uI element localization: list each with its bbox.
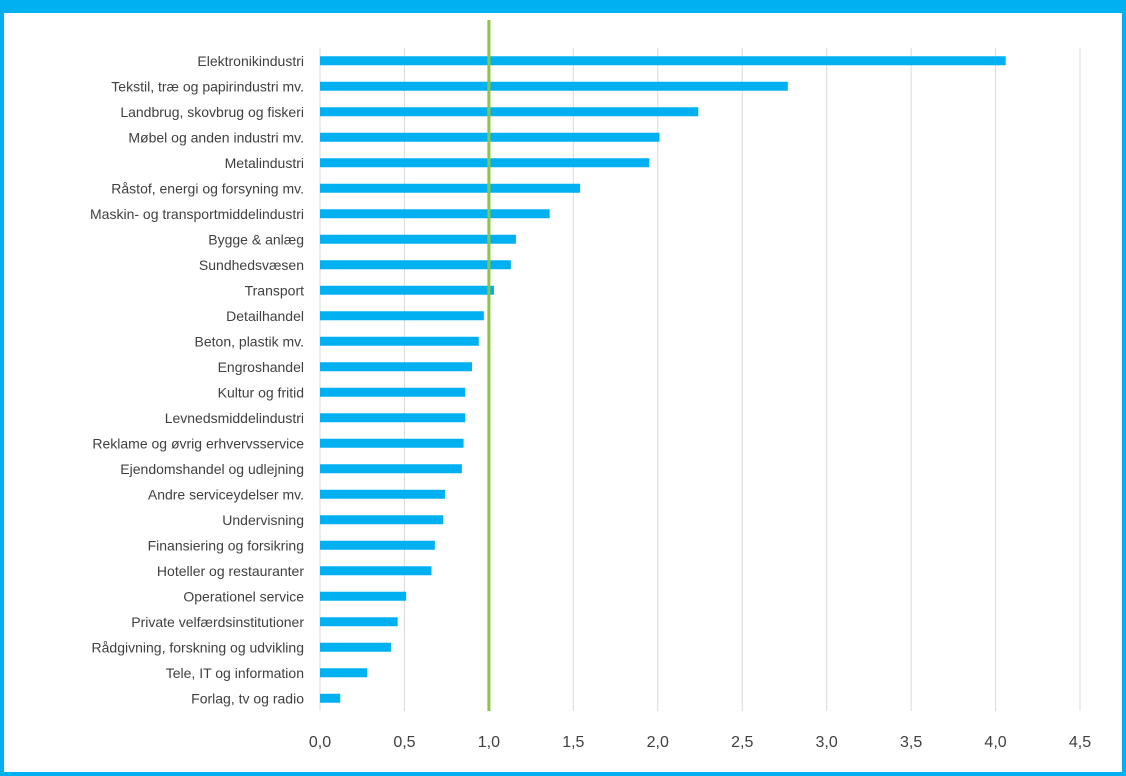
bar [320,464,462,474]
bar [320,693,341,703]
category-label: Tekstil, træ og papirindustri mv. [111,78,304,94]
category-label: Kultur og fritid [218,384,304,400]
bar [320,617,398,627]
category-label: Rådgivning, forskning og udvikling [92,639,304,655]
x-tick-label: 0,0 [309,734,331,751]
x-tick-label: 0,5 [393,734,415,751]
category-label: Beton, plastik mv. [195,333,304,349]
x-tick-label: 3,0 [816,734,838,751]
x-tick-label: 2,5 [731,734,753,751]
category-label: Undervisning [222,512,304,528]
category-label: Møbel og anden industri mv. [128,129,304,145]
category-label: Transport [245,282,305,298]
bar [320,336,479,346]
x-tick-label: 1,5 [562,734,584,751]
bar [320,311,484,321]
category-label: Elektronikindustri [197,53,304,69]
bar [320,183,581,193]
tick-labels: 0,0 0,5 1,0 1,5 2,0 2,5 3,0 3,5 4,0 4,5 [309,734,1091,751]
category-label: Andre serviceydelser mv. [148,486,304,502]
x-tick-label: 2,0 [647,734,669,751]
x-tick-label: 3,5 [900,734,922,751]
bar [320,260,511,270]
bar [320,668,368,678]
bar [320,387,466,397]
bars [320,56,1006,703]
bar [320,362,472,372]
bar [320,285,494,295]
bar [320,515,444,525]
category-label: Levnedsmiddelindustri [165,410,304,426]
gridlines [319,48,1081,711]
category-label: Forlag, tv og radio [191,690,304,706]
bar [320,540,435,550]
x-tick-label: 1,0 [478,734,500,751]
bar [320,209,550,219]
bar [320,107,699,117]
bar [320,234,516,244]
bar [320,413,466,423]
bar [320,489,445,499]
category-label: Detailhandel [226,308,304,324]
bar [320,81,788,91]
bar [320,642,391,652]
category-label: Operationel service [183,588,304,604]
category-label: Råstof, energi og forsyning mv. [111,180,304,196]
category-label: Hoteller og restauranter [157,563,304,579]
bar [320,56,1006,66]
category-label: Maskin- og transportmiddelindustri [90,206,304,222]
category-label: Landbrug, skovbrug og fiskeri [120,104,304,120]
category-label: Tele, IT og information [166,665,304,681]
category-label: Reklame og øvrig erhvervsservice [92,435,304,451]
bar [320,591,407,601]
x-tick-label: 4,0 [984,734,1006,751]
category-label: Sundhedsvæsen [199,257,304,273]
bar [320,438,464,448]
category-label: Engroshandel [218,359,304,375]
category-labels: Elektronikindustri Tekstil, træ og papiri… [90,53,304,707]
category-label: Ejendomshandel og udlejning [120,461,304,477]
bar [320,566,432,576]
category-label: Finansiering og forsikring [148,537,304,553]
category-label: Metalindustri [225,155,304,171]
x-tick-label: 4,5 [1069,734,1091,751]
category-label: Bygge & anlæg [208,231,304,247]
category-label: Private velfærdsinstitutioner [131,614,304,630]
bar [320,158,650,168]
